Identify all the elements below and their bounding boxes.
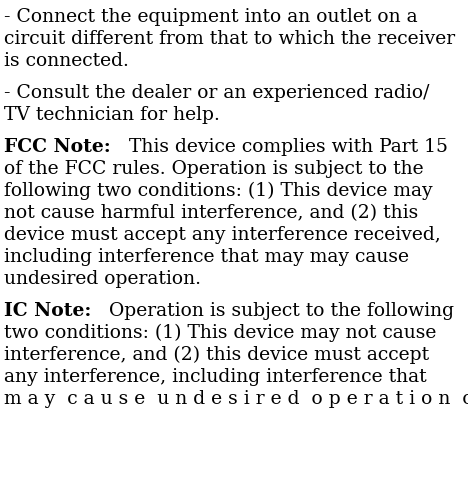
- Text: circuit different from that to which the receiver: circuit different from that to which the…: [4, 30, 455, 48]
- Text: any interference, including interference that: any interference, including interference…: [4, 367, 427, 385]
- Text: not cause harmful interference, and (2) this: not cause harmful interference, and (2) …: [4, 203, 418, 222]
- Text: following two conditions: (1) This device may: following two conditions: (1) This devic…: [4, 182, 432, 200]
- Text: two conditions: (1) This device may not cause: two conditions: (1) This device may not …: [4, 324, 436, 342]
- Text: undesired operation.: undesired operation.: [4, 269, 201, 287]
- Text: - Connect the equipment into an outlet on a: - Connect the equipment into an outlet o…: [4, 8, 417, 26]
- Text: device must accept any interference received,: device must accept any interference rece…: [4, 225, 441, 244]
- Text: This device complies with Part 15: This device complies with Part 15: [111, 138, 448, 156]
- Text: TV technician for help.: TV technician for help.: [4, 106, 220, 124]
- Text: interference, and (2) this device must accept: interference, and (2) this device must a…: [4, 346, 429, 364]
- Text: Operation is subject to the following: Operation is subject to the following: [91, 302, 454, 319]
- Text: is connected.: is connected.: [4, 52, 129, 70]
- Text: - Consult the dealer or an experienced radio/: - Consult the dealer or an experienced r…: [4, 84, 430, 102]
- Text: of the FCC rules. Operation is subject to the: of the FCC rules. Operation is subject t…: [4, 160, 424, 178]
- Text: including interference that may may cause: including interference that may may caus…: [4, 247, 409, 265]
- Text: m a y  c a u s e  u n d e s i r e d  o p e r a t i o n  o f  t h e  d e v i c e : m a y c a u s e u n d e s i r e d o p e …: [4, 389, 468, 407]
- Text: FCC Note:: FCC Note:: [4, 138, 111, 156]
- Text: IC Note:: IC Note:: [4, 302, 91, 319]
